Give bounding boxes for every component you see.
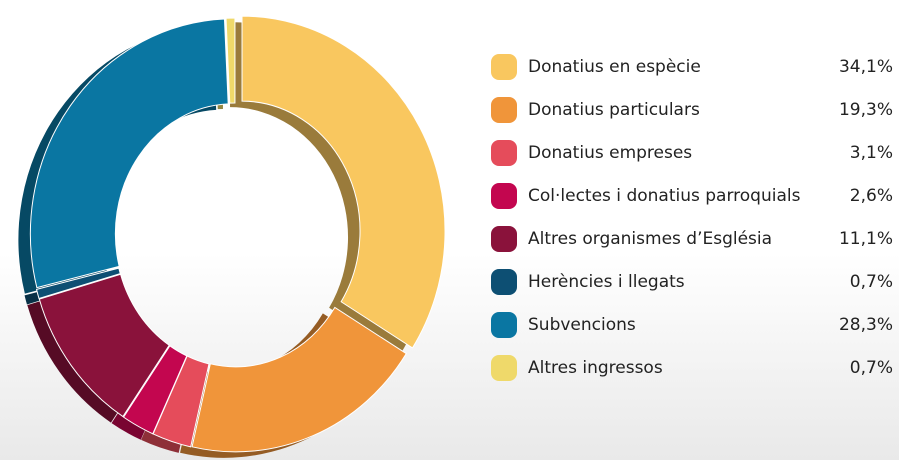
legend-value: 11,1% bbox=[839, 229, 893, 249]
slice bbox=[225, 17, 236, 104]
legend-value: 28,3% bbox=[839, 315, 893, 335]
legend-swatch bbox=[491, 269, 517, 295]
slice bbox=[241, 15, 446, 349]
legend-swatch bbox=[491, 226, 517, 252]
legend-swatch bbox=[491, 140, 517, 166]
legend-label: Donatius en espècie bbox=[528, 57, 701, 77]
legend-swatch bbox=[491, 54, 517, 80]
slice bbox=[122, 345, 188, 435]
legend-value: 34,1% bbox=[839, 57, 893, 77]
legend-value: 0,7% bbox=[850, 358, 893, 378]
legend-value: 3,1% bbox=[850, 143, 893, 163]
legend-label: Altres ingressos bbox=[528, 358, 663, 378]
slice bbox=[29, 18, 229, 289]
slice bbox=[191, 306, 407, 453]
legend-value: 2,6% bbox=[850, 186, 893, 206]
legend-value: 19,3% bbox=[839, 100, 893, 120]
legend-swatch bbox=[491, 97, 517, 123]
legend-label: Subvencions bbox=[528, 315, 636, 335]
legend-label: Col·lectes i donatius parroquials bbox=[528, 186, 801, 206]
legend-label: Donatius empreses bbox=[528, 143, 692, 163]
legend-label: Altres organismes d’Església bbox=[528, 229, 772, 249]
slice bbox=[38, 273, 170, 418]
legend-swatch bbox=[491, 312, 517, 338]
legend-swatch bbox=[491, 355, 517, 381]
slice bbox=[35, 267, 121, 300]
legend-label: Herències i llegats bbox=[528, 272, 685, 292]
legend-label: Donatius particulars bbox=[528, 100, 700, 120]
legend-value: 0,7% bbox=[850, 272, 893, 292]
legend-swatch bbox=[491, 183, 517, 209]
